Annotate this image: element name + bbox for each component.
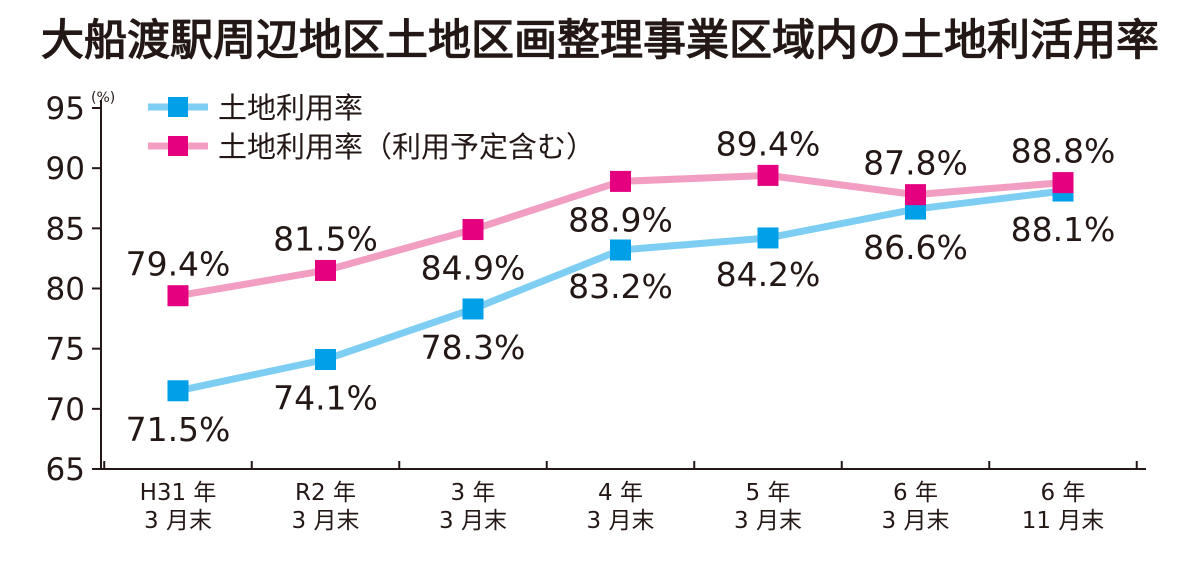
y-tick-label: 85 bbox=[46, 211, 85, 247]
legend-label-2: 土地利用率（利用予定含む） bbox=[218, 130, 595, 164]
y-tick-label: 80 bbox=[46, 272, 85, 308]
x-tick-label: 3 月末 bbox=[734, 508, 802, 534]
y-tick-label: 90 bbox=[46, 151, 85, 187]
legend-marker-2 bbox=[168, 136, 188, 156]
legend-label-1: 土地利用率 bbox=[218, 91, 363, 125]
data-point-marker bbox=[315, 259, 336, 281]
data-label-series2: 84.9% bbox=[421, 249, 526, 288]
x-tick-label: 3 月末 bbox=[587, 508, 655, 534]
data-point-marker bbox=[315, 348, 336, 370]
data-point-marker bbox=[167, 285, 189, 307]
y-tick-label: 65 bbox=[46, 452, 85, 488]
x-tick-label: 6 年 bbox=[1041, 480, 1086, 506]
x-tick-label: 3 月末 bbox=[144, 508, 212, 534]
data-point-marker bbox=[757, 227, 779, 249]
data-label-series2: 88.8% bbox=[1011, 132, 1116, 171]
x-tick-label: R2 年 bbox=[295, 480, 356, 506]
series-markers bbox=[167, 164, 1074, 402]
y-tick-label: 75 bbox=[46, 332, 85, 368]
x-tick-label: 11 月末 bbox=[1022, 508, 1105, 534]
x-tick-label: 5 年 bbox=[746, 480, 791, 506]
data-labels: 71.5% 74.1% 78.3% 83.2% 84.2% 86.6% 88.1% 79.4%… bbox=[126, 124, 1116, 448]
data-label-series2: 87.8% bbox=[863, 144, 968, 183]
data-point-marker bbox=[462, 219, 484, 241]
data-label-series1: 86.6% bbox=[863, 228, 968, 267]
data-label-series1: 78.3% bbox=[421, 328, 526, 367]
y-tick-label: 70 bbox=[46, 392, 85, 428]
y-tick-label: 95 bbox=[46, 91, 85, 127]
data-label-series1: 84.2% bbox=[716, 255, 821, 294]
data-point-marker bbox=[610, 239, 631, 261]
data-label-series2: 88.9% bbox=[568, 200, 673, 239]
x-tick-label: H31 年 bbox=[140, 480, 217, 506]
x-tick-label: 4 年 bbox=[598, 480, 643, 506]
data-label-series2: 81.5% bbox=[273, 219, 378, 258]
x-tick-label: 3 月末 bbox=[882, 508, 950, 534]
data-label-series1: 74.1% bbox=[273, 378, 378, 417]
y-axis-unit: (%) bbox=[91, 90, 115, 106]
data-label-series1: 88.1% bbox=[1011, 210, 1116, 249]
data-point-marker bbox=[905, 184, 926, 206]
data-point-marker bbox=[610, 170, 631, 192]
x-tick-label: 6 年 bbox=[893, 480, 938, 506]
data-label-series2: 79.4% bbox=[126, 245, 231, 284]
data-point-marker bbox=[167, 380, 189, 402]
x-tick-label: 3 月末 bbox=[292, 508, 360, 534]
data-label-series1: 83.2% bbox=[568, 267, 673, 306]
data-point-marker bbox=[1052, 172, 1074, 194]
x-tick-label: 3 月末 bbox=[439, 508, 507, 534]
data-point-marker bbox=[462, 298, 484, 320]
data-label-series2: 89.4% bbox=[716, 124, 821, 163]
x-tick-label: 3 年 bbox=[451, 480, 496, 506]
legend-marker-1 bbox=[168, 97, 188, 117]
chart-title: 大船渡駅周辺地区土地区画整理事業区域内の土地利活用率 bbox=[41, 16, 1159, 66]
data-label-series1: 71.5% bbox=[126, 410, 231, 449]
data-point-marker bbox=[757, 164, 779, 186]
